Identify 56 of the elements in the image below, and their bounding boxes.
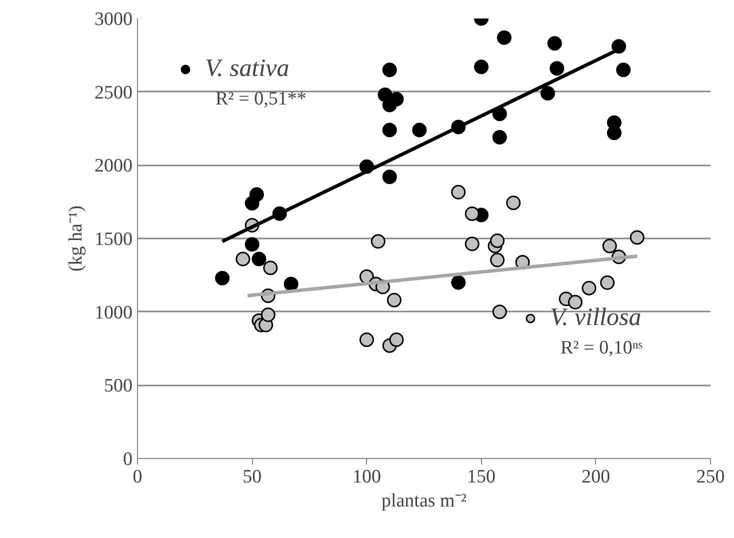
point [263, 260, 278, 276]
point [451, 184, 466, 200]
point [582, 280, 596, 296]
y-tick-label: 500 [104, 376, 132, 397]
point [600, 275, 615, 290]
point [451, 275, 466, 290]
point [236, 252, 250, 266]
y-axis-title: (kg ha⁻¹) [66, 205, 86, 272]
point [382, 170, 397, 184]
point [540, 86, 556, 101]
point [612, 39, 626, 54]
point [215, 270, 230, 286]
x-tick-label: 100 [352, 466, 381, 488]
point [568, 294, 583, 310]
point [606, 126, 622, 140]
point [389, 332, 404, 347]
point [506, 196, 521, 210]
y-tick-label: 0 [123, 449, 132, 470]
point [249, 187, 264, 202]
point [474, 60, 489, 74]
point [386, 292, 402, 308]
point [492, 130, 507, 145]
point [284, 276, 298, 292]
y-tick-label: 1500 [94, 229, 132, 250]
y-tick-label: 2500 [94, 82, 132, 104]
annotation: R² = 0,10ⁿˢ [560, 338, 642, 358]
x-tick-label: 50 [242, 466, 262, 488]
point [382, 122, 397, 138]
point [412, 122, 427, 138]
point [260, 308, 276, 322]
point [490, 252, 505, 268]
point [496, 30, 512, 45]
point [359, 332, 374, 347]
legend-label: V. villosa [550, 304, 642, 332]
point [550, 61, 564, 76]
y-tick-label: 2000 [94, 156, 132, 177]
point [547, 36, 562, 51]
point [492, 304, 507, 320]
point [370, 234, 386, 249]
point [464, 206, 480, 221]
legend-label: V. sativa [205, 55, 290, 83]
point [602, 238, 617, 254]
point [252, 252, 266, 266]
point [464, 236, 480, 252]
point [616, 62, 631, 78]
x-axis-title: plantas m⁻² [381, 490, 467, 512]
annotation: R² = 0,51** [216, 88, 306, 110]
y-tick-label: 3000 [94, 9, 132, 30]
point [244, 237, 260, 252]
point [630, 230, 644, 245]
x-tick-label: 250 [696, 466, 725, 488]
y-tick-label: 1000 [94, 302, 132, 324]
point [490, 233, 505, 248]
point [382, 62, 397, 78]
x-tick-label: 150 [467, 466, 496, 488]
x-tick-label: 200 [582, 466, 610, 488]
